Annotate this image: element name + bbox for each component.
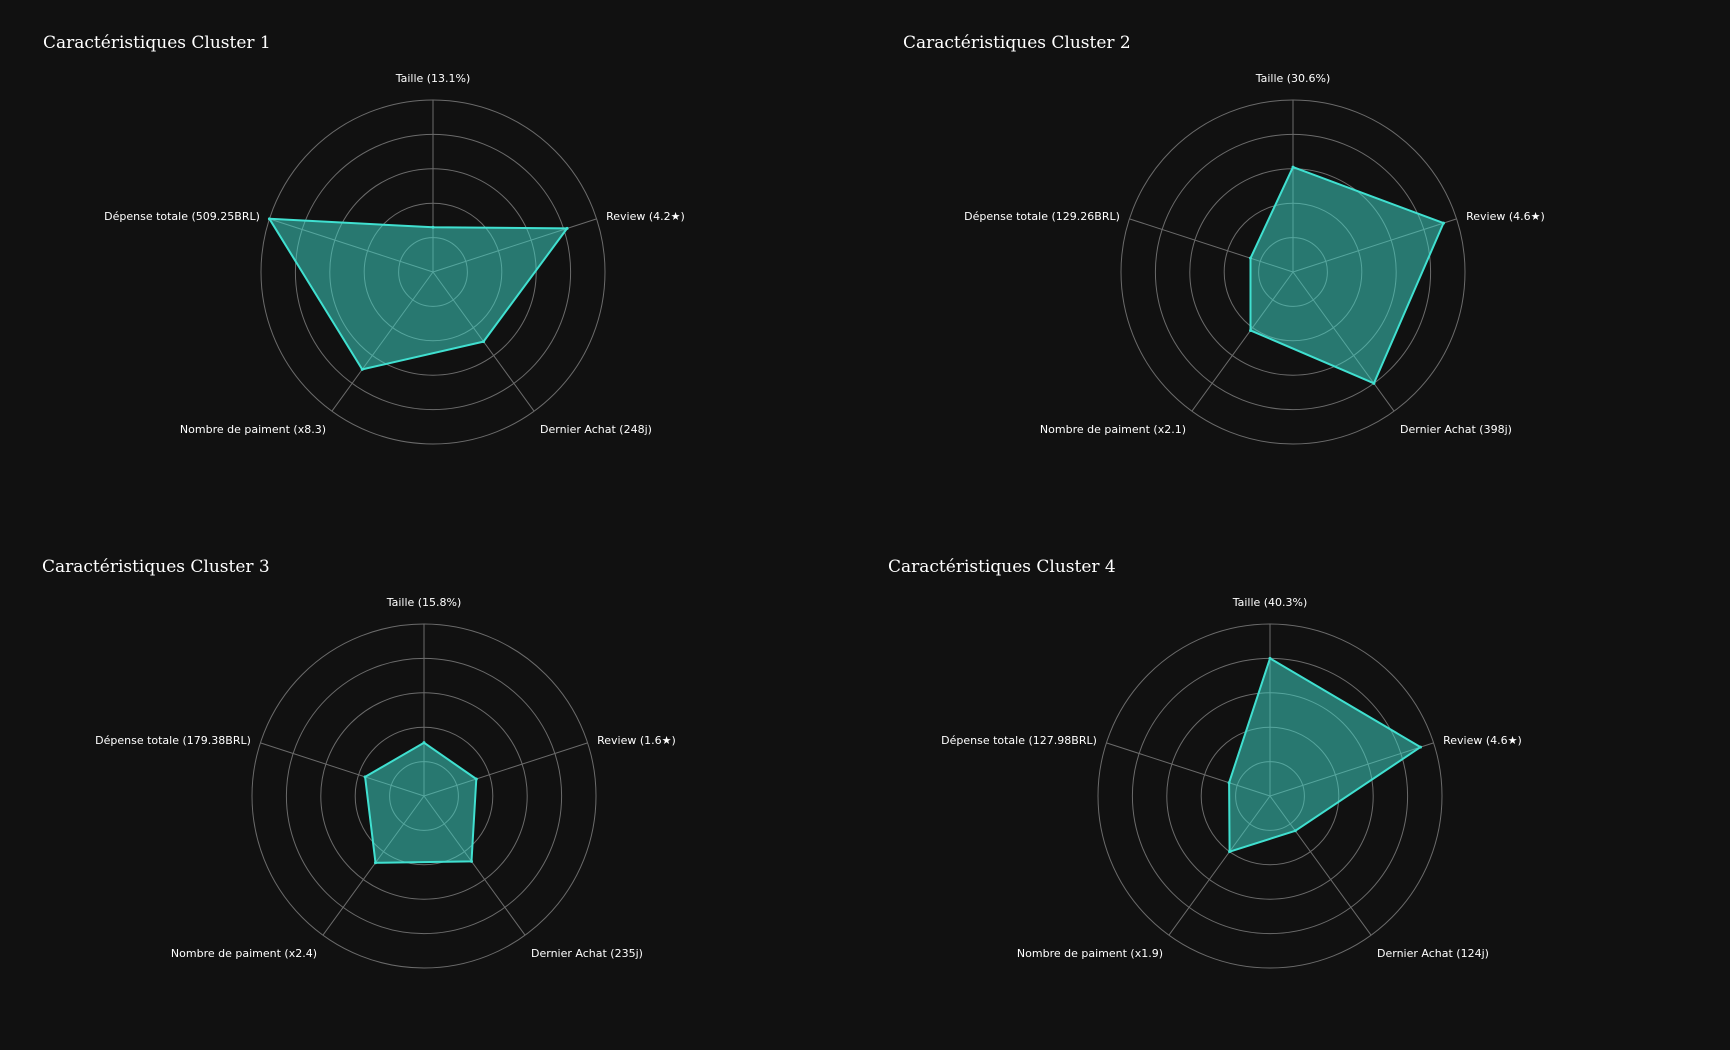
axis-label-3: Dernier Achat (398j) [1400,423,1512,436]
axis-label-1: Taille (40.3%) [1232,596,1308,609]
data-point-1 [1291,165,1295,169]
data-point-2 [1441,221,1445,225]
data-area [268,217,569,371]
data-area [1249,166,1445,385]
axis-label-1: Taille (13.1%) [395,72,471,85]
chart-title-4: Caractéristiques Cluster 4 [888,557,1116,577]
axis-label-5: Dépense totale (129.26BRL) [964,210,1120,223]
data-area [1228,657,1422,853]
axis-label-2: Review (1.6★) [597,734,676,747]
data-point-1 [431,225,435,229]
data-point-5 [1227,781,1231,785]
chart-title-1: Caractéristiques Cluster 1 [43,33,271,53]
data-point-3 [1293,829,1297,833]
axis-label-1: Taille (15.8%) [386,596,462,609]
axis-label-3: Dernier Achat (235j) [531,947,643,960]
axis-label-5: Dépense totale (179.38BRL) [95,734,251,747]
data-point-5 [363,775,367,779]
axis-label-2: Review (4.6★) [1466,210,1545,223]
axis-label-3: Dernier Achat (124j) [1377,947,1489,960]
axis-label-1: Taille (30.6%) [1255,72,1331,85]
data-point-1 [1268,656,1272,660]
axis-label-3: Dernier Achat (248j) [540,423,652,436]
data-point-2 [474,777,478,781]
data-point-4 [1228,850,1232,854]
data-point-1 [422,741,426,745]
axis-label-4: Nombre de paiment (x1.9) [1017,947,1163,960]
data-point-4 [373,861,377,865]
data-point-3 [482,340,486,344]
data-point-5 [1248,256,1252,260]
data-area [364,741,478,864]
chart-title-3: Caractéristiques Cluster 3 [42,557,270,577]
axis-label-4: Nombre de paiment (x8.3) [180,423,326,436]
axis-label-4: Nombre de paiment (x2.4) [171,947,317,960]
data-point-2 [1418,745,1422,749]
data-point-4 [360,367,364,371]
data-point-3 [470,859,474,863]
chart-title-2: Caractéristiques Cluster 2 [903,33,1131,53]
axis-label-4: Nombre de paiment (x2.1) [1040,423,1186,436]
data-point-5 [267,217,271,221]
axis-label-5: Dépense totale (509.25BRL) [104,210,260,223]
data-point-2 [565,226,569,230]
data-point-3 [1372,381,1376,385]
axis-label-2: Review (4.6★) [1443,734,1522,747]
data-point-4 [1249,328,1253,332]
axis-label-2: Review (4.2★) [606,210,685,223]
axis-label-5: Dépense totale (127.98BRL) [941,734,1097,747]
